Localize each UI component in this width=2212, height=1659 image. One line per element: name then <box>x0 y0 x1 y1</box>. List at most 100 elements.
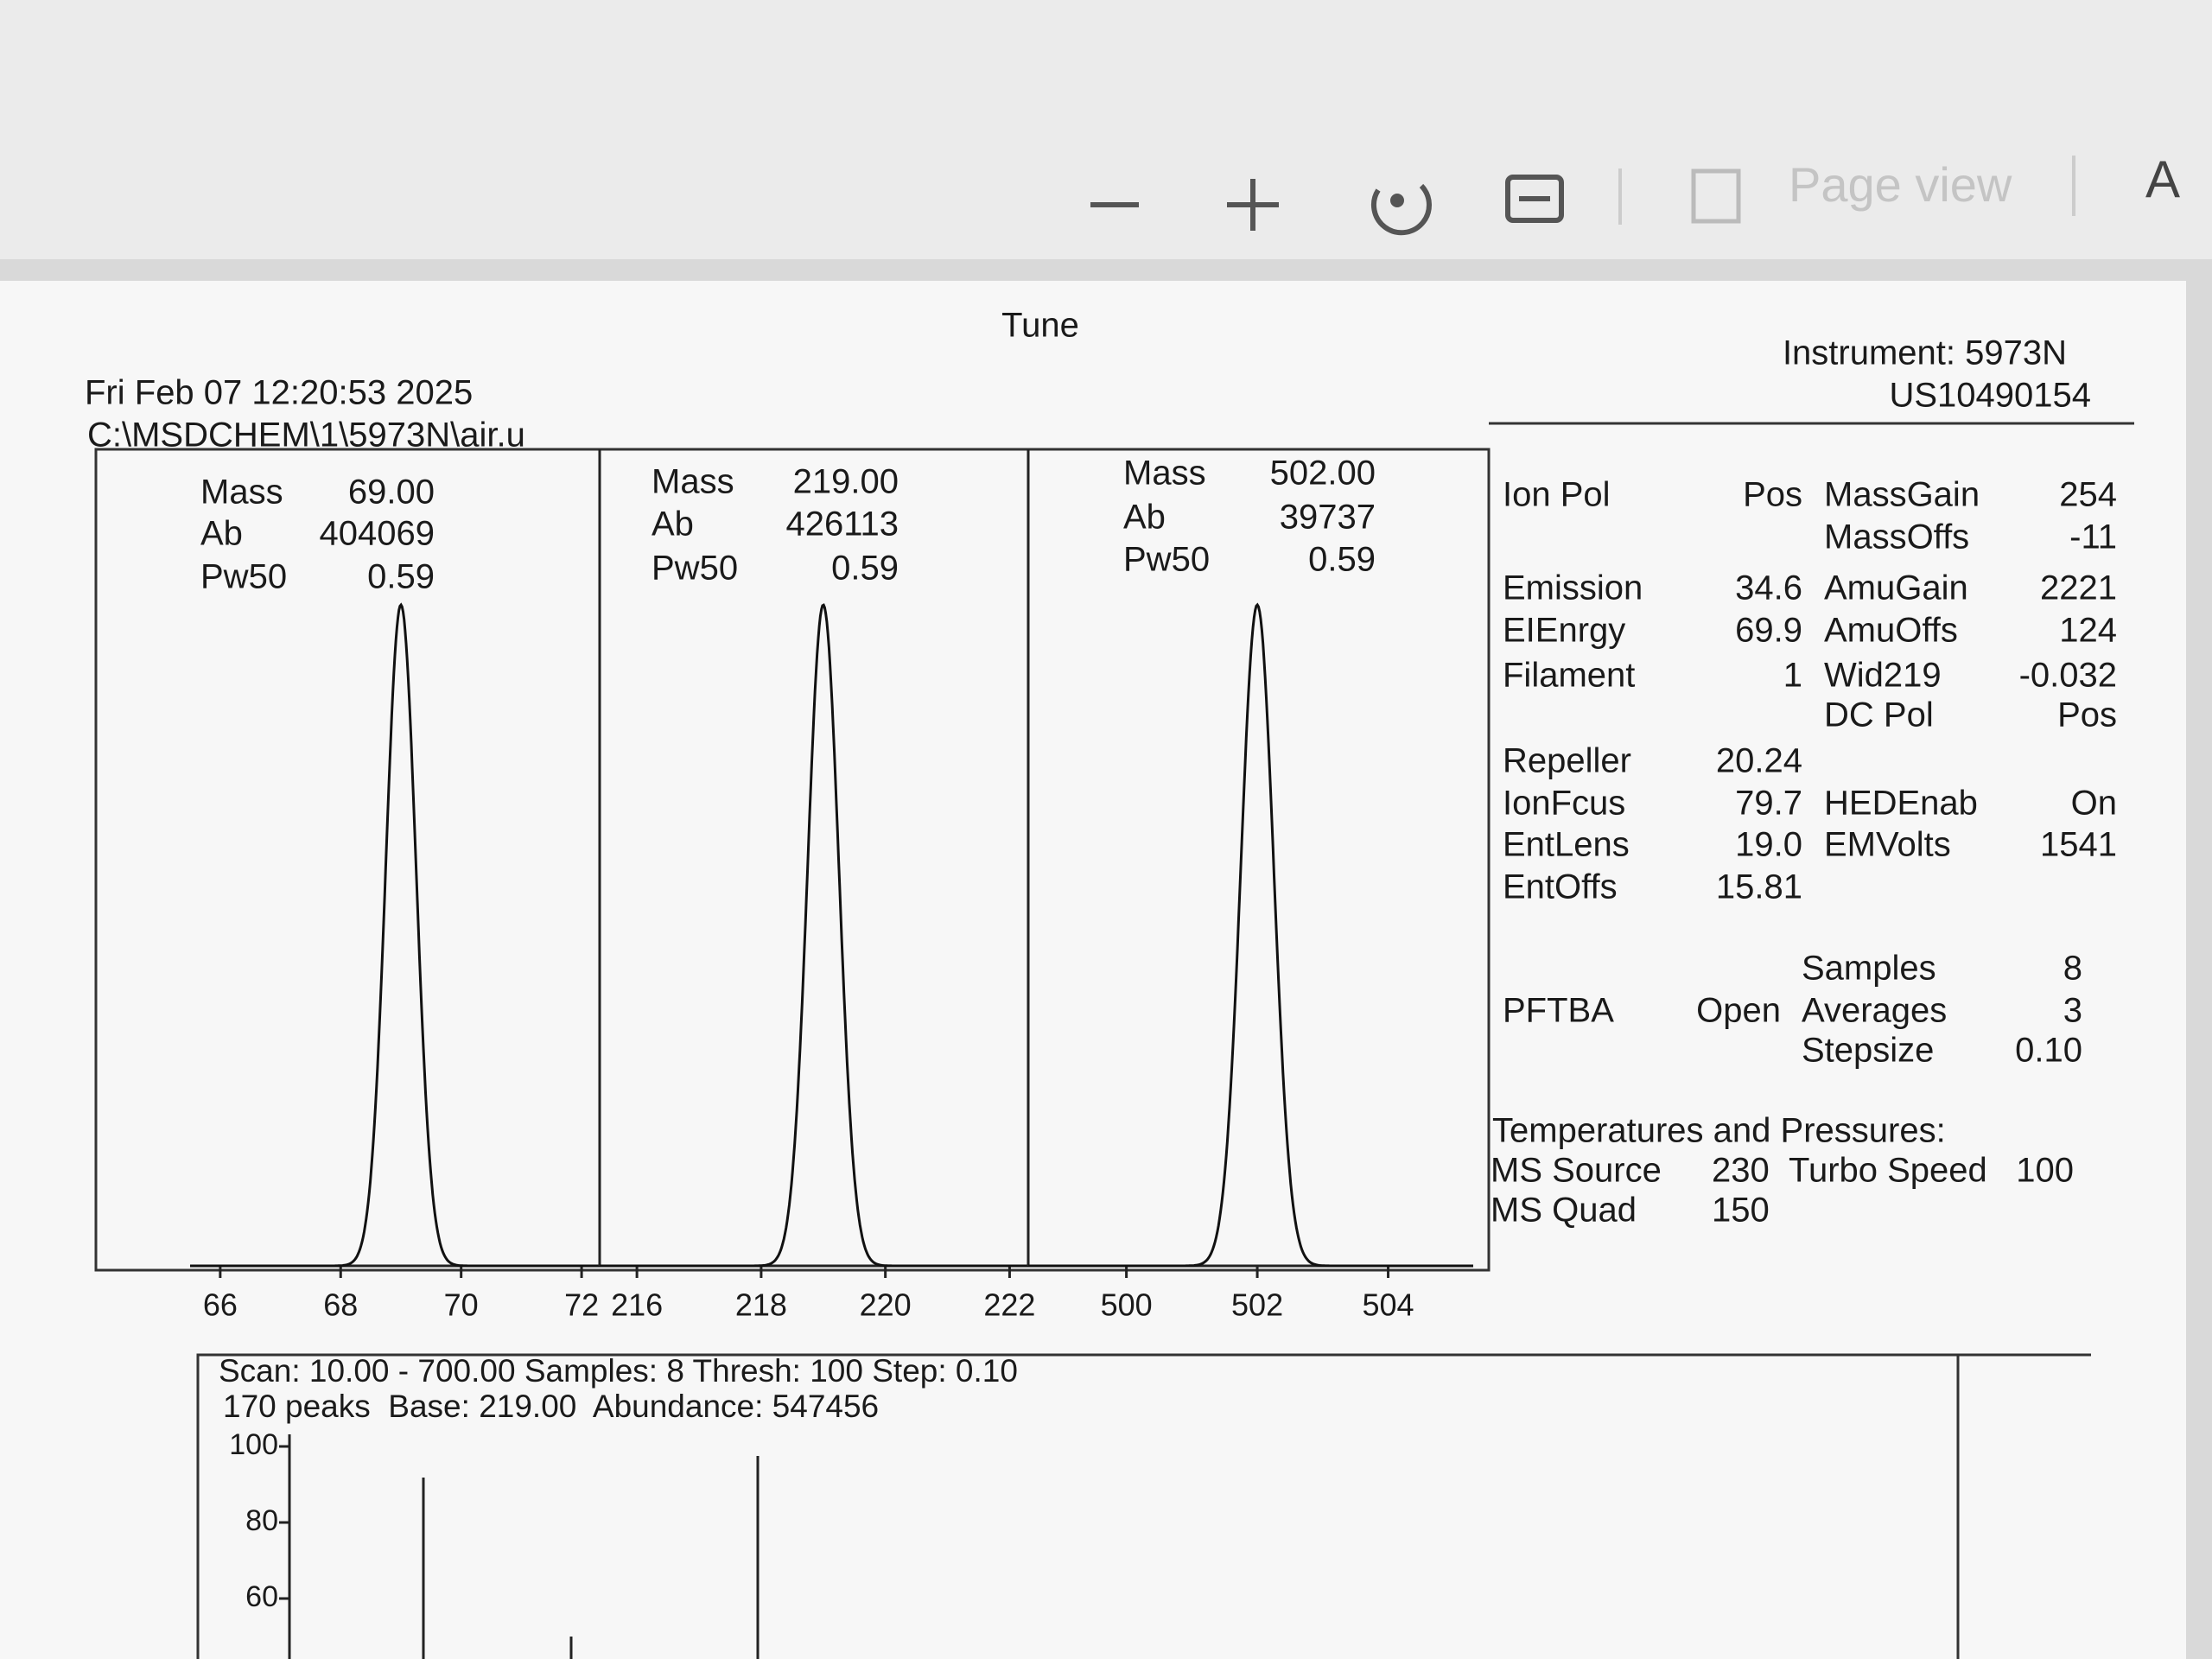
param-value: 34.6 <box>1735 569 1802 607</box>
param-label: Averages <box>1802 992 1947 1030</box>
x-tick-label: 218 <box>735 1287 787 1323</box>
peak-profile <box>190 602 600 1268</box>
peak-profile <box>600 603 1028 1268</box>
rotate[interactable] <box>1370 183 1432 236</box>
profile-label: Ab <box>1123 499 1166 537</box>
profile-value: 0.59 <box>367 558 435 596</box>
report-title: Tune <box>1001 307 1079 345</box>
x-tick-label: 220 <box>860 1287 912 1323</box>
toolbar <box>0 0 2212 259</box>
profile-label: Pw50 <box>200 558 287 596</box>
param-value: Open <box>1696 992 1781 1030</box>
fit-width[interactable] <box>1505 175 1564 223</box>
serial-number: US10490154 <box>1889 377 2091 415</box>
spectrum-lines <box>422 1456 760 1659</box>
param-label: Samples <box>1802 950 1936 988</box>
y-tick-label: 80 <box>245 1504 278 1537</box>
param-value: 1 <box>1783 657 1802 695</box>
param-value: On <box>2071 785 2117 823</box>
param-label: MassOffs <box>1824 518 1969 556</box>
profile-value: 426113 <box>785 505 899 543</box>
param-value: 8 <box>2063 950 2082 988</box>
param-label: EntLens <box>1503 826 1630 864</box>
profile-label: Mass <box>652 463 734 501</box>
page-view-button[interactable]: Page view <box>1789 157 2012 212</box>
param-label: Ion Pol <box>1503 476 1611 514</box>
profile-value: 219.00 <box>793 463 899 501</box>
profile-label: Ab <box>652 505 694 543</box>
param-label: IonFcus <box>1503 785 1625 823</box>
param-value: 1541 <box>2040 826 2117 864</box>
peak-profile <box>1028 602 1473 1268</box>
param-value: 124 <box>2059 612 2117 650</box>
y-tick-label: 100 <box>229 1428 278 1461</box>
y-tick-label: 60 <box>245 1580 278 1613</box>
param-label: EMVolts <box>1824 826 1951 864</box>
report-path: C:\MSDCHEM\1\5973N\air.u <box>87 416 525 454</box>
profile-value: 404069 <box>320 515 435 553</box>
x-tick-label: 70 <box>444 1287 479 1323</box>
param-label: DC Pol <box>1824 696 1934 734</box>
spectrum-box <box>196 1353 1960 1659</box>
temp-label: Turbo Speed <box>1789 1152 1987 1190</box>
temp-value: 150 <box>1712 1192 1770 1230</box>
param-value: 15.81 <box>1716 868 1802 906</box>
profile-label: Mass <box>1123 454 1206 493</box>
param-value: 20.24 <box>1716 742 1802 780</box>
param-value: 69.9 <box>1735 612 1802 650</box>
param-value: 254 <box>2059 476 2117 514</box>
x-tick-label: 222 <box>983 1287 1035 1323</box>
read-aloud-icon[interactable]: A <box>2145 150 2180 208</box>
x-tick-label: 500 <box>1101 1287 1153 1323</box>
profile-label: Ab <box>200 515 243 553</box>
report-page <box>0 281 2186 1659</box>
spectrum-summary: 170 peaks Base: 219.00 Abundance: 547456 <box>223 1389 879 1424</box>
profile-box <box>94 448 1491 1272</box>
param-label: Repeller <box>1503 742 1631 780</box>
param-value: 79.7 <box>1735 785 1802 823</box>
param-label: PFTBA <box>1503 992 1614 1030</box>
instrument: Instrument: 5973N <box>1783 334 2067 372</box>
param-label: AmuGain <box>1824 569 1968 607</box>
param-label: HEDEnab <box>1824 785 1978 823</box>
param-value: Pos <box>1743 476 1802 514</box>
profile-value: 502.00 <box>1270 454 1376 493</box>
temp-label: MS Quad <box>1491 1192 1637 1230</box>
report-date: Fri Feb 07 12:20:53 2025 <box>85 374 473 412</box>
param-label: EntOffs <box>1503 868 1618 906</box>
temp-value: 230 <box>1712 1152 1770 1190</box>
param-label: Emission <box>1503 569 1643 607</box>
param-value: 3 <box>2063 992 2082 1030</box>
param-label: Filament <box>1503 657 1635 695</box>
param-value: -11 <box>2069 518 2117 556</box>
param-label: Stepsize <box>1802 1032 1934 1070</box>
page-icon[interactable] <box>1691 168 1741 224</box>
profile-label: Pw50 <box>1123 541 1210 579</box>
section-heading: Temperatures and Pressures: <box>1492 1112 1946 1150</box>
x-tick-label: 502 <box>1231 1287 1283 1323</box>
x-tick-label: 66 <box>203 1287 238 1323</box>
param-label: Wid219 <box>1824 657 1942 695</box>
zoom-in[interactable] <box>1227 179 1279 231</box>
param-label: AmuOffs <box>1824 612 1958 650</box>
x-tick-label: 216 <box>611 1287 663 1323</box>
temp-label: MS Source <box>1491 1152 1662 1190</box>
profile-value: 0.59 <box>1308 541 1376 579</box>
param-label: MassGain <box>1824 476 1980 514</box>
scan-info: Scan: 10.00 - 700.00 Samples: 8 Thresh: … <box>219 1353 1018 1389</box>
param-value: 0.10 <box>2015 1032 2082 1070</box>
profile-label: Mass <box>200 474 283 512</box>
profile-value: 0.59 <box>831 550 899 588</box>
x-tick-label: 504 <box>1363 1287 1414 1323</box>
profile-value: 39737 <box>1280 499 1376 537</box>
param-value: 2221 <box>2040 569 2117 607</box>
param-value: 19.0 <box>1735 826 1802 864</box>
profile-label: Pw50 <box>652 550 738 588</box>
param-value: Pos <box>2057 696 2117 734</box>
param-label: EIEnrgy <box>1503 612 1625 650</box>
profile-value: 69.00 <box>348 474 435 512</box>
temp-value: 100 <box>2016 1152 2074 1190</box>
x-tick-label: 68 <box>323 1287 358 1323</box>
